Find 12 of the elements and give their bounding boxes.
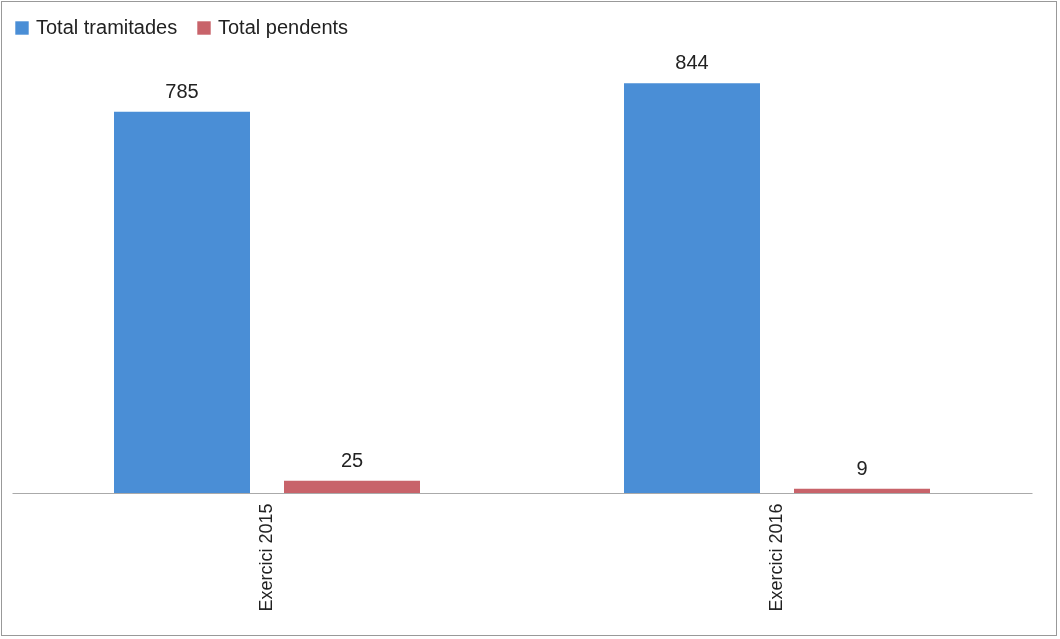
bar <box>284 480 420 493</box>
legend-label: Total tramitades <box>36 16 178 38</box>
bar <box>624 83 760 493</box>
x-tick-label: Exercici 2015 <box>256 503 276 612</box>
legend-label: Total pendents <box>218 16 349 38</box>
data-label: 9 <box>856 456 868 479</box>
bar <box>114 111 250 493</box>
x-tick-label: Exercici 2016 <box>766 503 786 612</box>
data-label: 785 <box>165 79 199 102</box>
data-label: 25 <box>340 448 364 471</box>
data-label: 844 <box>675 51 709 74</box>
bar <box>794 488 930 493</box>
